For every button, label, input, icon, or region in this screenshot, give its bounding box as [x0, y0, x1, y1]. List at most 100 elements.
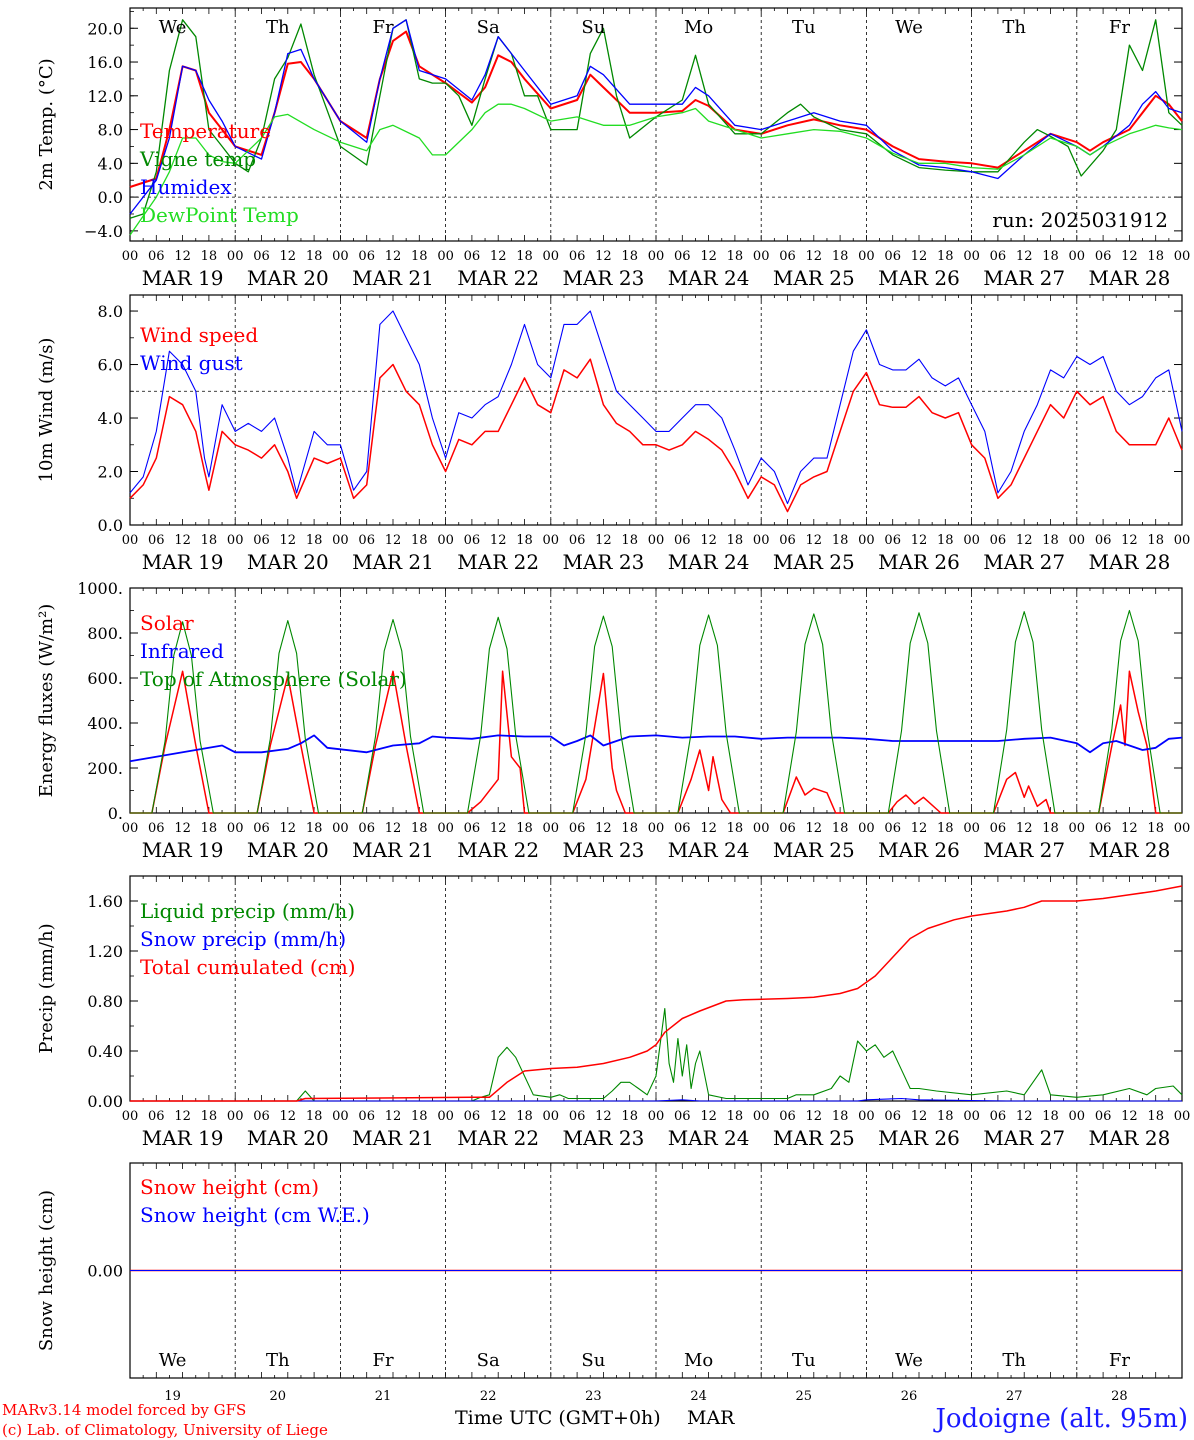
- hour-label: 00: [437, 533, 454, 548]
- day-number-label: 25: [796, 1389, 813, 1404]
- hour-label: 00: [122, 249, 139, 264]
- weekday-label: Th: [1002, 1350, 1026, 1371]
- hour-label: 12: [1121, 1109, 1138, 1124]
- hour-label: 18: [411, 249, 428, 264]
- y-tick-label: 12.0: [87, 87, 123, 106]
- hour-label: 18: [1042, 821, 1059, 836]
- hour-label: 06: [148, 1109, 165, 1124]
- date-label: MAR 27: [983, 550, 1065, 574]
- hour-label: 18: [306, 821, 323, 836]
- hour-label: 00: [858, 821, 875, 836]
- hour-label: 12: [174, 249, 191, 264]
- hour-label: 12: [385, 533, 402, 548]
- weekday-label: We: [895, 1350, 923, 1371]
- legend-entry: Snow height (cm W.E.): [140, 1203, 370, 1227]
- hour-label: 12: [490, 1109, 507, 1124]
- weekday-label: Mo: [684, 1350, 713, 1371]
- date-label: MAR 28: [1089, 1126, 1171, 1150]
- date-label: MAR 26: [878, 550, 960, 574]
- date-label: MAR 21: [352, 1126, 434, 1150]
- hour-label: 00: [1069, 821, 1086, 836]
- y-tick-label: 4.0: [98, 154, 123, 173]
- hour-label: 12: [280, 821, 297, 836]
- hour-label: 12: [490, 821, 507, 836]
- y-tick-label: 2.0: [98, 463, 123, 482]
- date-label: MAR 28: [1089, 838, 1171, 862]
- legend-entry: Snow height (cm): [140, 1175, 319, 1199]
- y-tick-label: 600.: [87, 669, 123, 688]
- station-name: Jodoigne (alt. 95m): [932, 1404, 1188, 1434]
- y-tick-label: 4.0: [98, 409, 123, 428]
- model-credit: MARv3.14 model forced by GFS: [2, 1401, 246, 1419]
- hour-label: 06: [779, 821, 796, 836]
- hour-label: 12: [490, 249, 507, 264]
- hour-label: 06: [358, 533, 375, 548]
- date-label: MAR 20: [247, 1126, 329, 1150]
- day-number-label: 26: [901, 1389, 918, 1404]
- hour-label: 18: [1147, 821, 1164, 836]
- date-label: MAR 26: [878, 266, 960, 290]
- hour-label: 00: [543, 533, 560, 548]
- hour-label: 06: [358, 249, 375, 264]
- hour-label: 18: [1147, 249, 1164, 264]
- hour-label: 06: [990, 533, 1007, 548]
- hour-label: 06: [779, 249, 796, 264]
- hour-label: 18: [1042, 533, 1059, 548]
- date-label: MAR 23: [563, 838, 645, 862]
- hour-label: 00: [1174, 249, 1191, 264]
- y-tick-label: 0.00: [87, 1262, 123, 1281]
- hour-label: 12: [490, 533, 507, 548]
- series-line-infrared: [129, 734, 1183, 763]
- y-tick-label: 0.0: [98, 516, 123, 535]
- date-label: MAR 22: [457, 838, 539, 862]
- date-label: MAR 25: [773, 550, 855, 574]
- hour-label: 18: [832, 821, 849, 836]
- hour-label: 18: [201, 1109, 218, 1124]
- hour-label: 00: [648, 821, 665, 836]
- series-line-top-of-atmosphere-solar: [130, 609, 1182, 814]
- date-label: MAR 27: [983, 1126, 1065, 1150]
- weekday-label: We: [895, 17, 923, 38]
- hour-label: 12: [700, 821, 717, 836]
- weekday-label: Su: [581, 1350, 605, 1371]
- series-line-wind-speed: [129, 358, 1183, 513]
- hour-label: 06: [1095, 821, 1112, 836]
- hour-label: 18: [306, 1109, 323, 1124]
- day-number-label: 20: [270, 1389, 287, 1404]
- hour-label: 06: [884, 821, 901, 836]
- weekday-label: Fr: [1109, 1350, 1130, 1371]
- date-label: MAR 23: [563, 266, 645, 290]
- weekday-label: Su: [581, 17, 605, 38]
- y-tick-label: 0.40: [87, 1042, 123, 1061]
- hour-label: 06: [1095, 249, 1112, 264]
- series-line-liquid-precip-mm-h: [130, 1007, 1183, 1102]
- date-label: MAR 25: [773, 266, 855, 290]
- weekday-label: Th: [266, 17, 290, 38]
- weekday-label: Mo: [684, 17, 713, 38]
- panel-wind: 0.0 2.0 4.0 6.0 8.0 10m Wind (m/s) Wind speed W…: [36, 294, 1190, 574]
- x-axis-month: MAR: [687, 1407, 735, 1429]
- hour-label: 00: [437, 249, 454, 264]
- hour-label: 06: [148, 249, 165, 264]
- hour-label: 06: [464, 249, 481, 264]
- hour-label: 12: [280, 249, 297, 264]
- hour-label: 12: [806, 249, 823, 264]
- series-line-snow-precip-mm-h: [130, 1097, 1182, 1102]
- hour-label: 18: [621, 533, 638, 548]
- day-number-label: 28: [1111, 1389, 1128, 1404]
- hour-label: 18: [937, 1109, 954, 1124]
- hour-label: 12: [595, 533, 612, 548]
- hour-label: 06: [990, 249, 1007, 264]
- y-tick-label: 0.: [108, 804, 123, 823]
- hour-label: 00: [1174, 821, 1191, 836]
- hour-label: 12: [806, 1109, 823, 1124]
- hour-label: 00: [1069, 533, 1086, 548]
- hour-label: 18: [516, 249, 533, 264]
- y-tick-label: −4.0: [84, 222, 123, 241]
- hour-label: 12: [174, 1109, 191, 1124]
- hour-label: 06: [674, 533, 691, 548]
- hour-label: 12: [911, 821, 928, 836]
- hour-label: 06: [674, 821, 691, 836]
- hour-label: 06: [884, 533, 901, 548]
- hour-label: 18: [727, 249, 744, 264]
